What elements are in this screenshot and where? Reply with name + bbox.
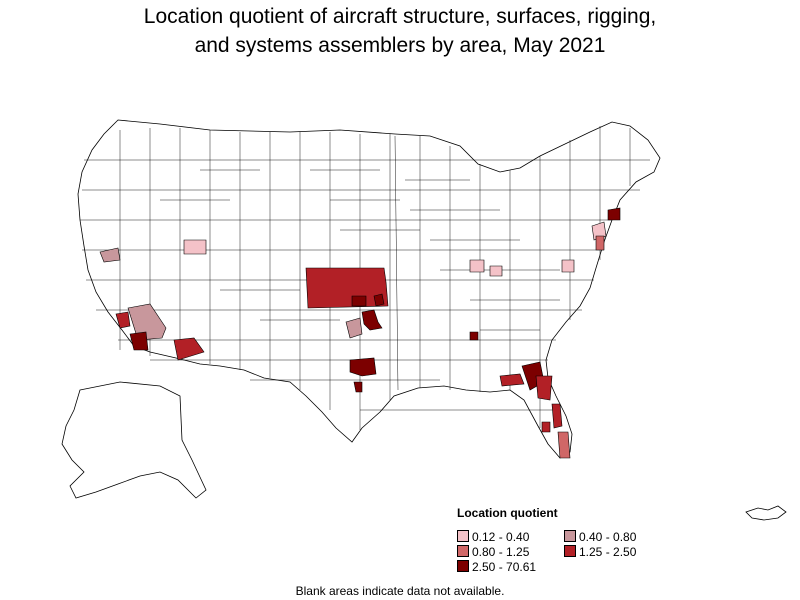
area-sacramento	[99, 247, 121, 263]
area-wichita-ks	[305, 267, 389, 309]
legend-swatch-1	[457, 530, 469, 542]
area-new-jersey	[595, 235, 605, 251]
legend-item-2: 0.40 - 0.80	[564, 530, 636, 544]
area-oklahoma-city	[361, 309, 383, 331]
legend-title: Location quotient	[457, 506, 558, 520]
area-indianapolis	[469, 259, 485, 273]
area-space-coast	[551, 403, 563, 429]
footnote: Blank areas indicate data not available.	[295, 584, 505, 598]
map-title: Location quotient of aircraft structure,…	[0, 2, 800, 60]
area-florida-gulf	[541, 421, 551, 433]
legend-label-5: 2.50 - 70.61	[472, 560, 537, 574]
hawaii-outline	[745, 505, 787, 521]
area-huntsville	[469, 331, 479, 341]
area-charleston-wv	[561, 259, 575, 273]
legend-item-4: 1.25 - 2.50	[564, 545, 636, 559]
legend-label-4: 1.25 - 2.50	[579, 545, 637, 559]
area-ogden	[183, 239, 207, 255]
legend-item-5: 2.50 - 70.61	[457, 560, 536, 574]
area-florida-panhandle	[499, 373, 525, 387]
area-south-florida	[557, 431, 571, 459]
area-waco	[353, 381, 363, 393]
legend-item-1: 0.12 - 0.40	[457, 530, 529, 544]
map-title-line-1: Location quotient of aircraft structure,…	[143, 5, 657, 28]
area-pennsylvania	[591, 221, 607, 241]
area-tucson	[173, 337, 205, 361]
shaded-areas	[99, 207, 621, 459]
map-title-line-2: and systems assemblers by area, May 2021	[194, 34, 606, 57]
us-map-svg	[61, 119, 787, 521]
area-dallas-fort-worth	[349, 357, 377, 377]
us-map	[0, 60, 800, 530]
map-legend: Location quotient 0.12 - 0.40 0.40 - 0.8…	[457, 506, 677, 576]
legend-label-3: 0.80 - 1.25	[472, 545, 530, 559]
area-boundaries	[80, 126, 650, 430]
legend-swatch-2	[564, 530, 576, 542]
legend-swatch-4	[564, 545, 576, 557]
legend-label-2: 0.40 - 0.80	[579, 530, 637, 544]
legend-item-3: 0.80 - 1.25	[457, 545, 529, 559]
area-cincinnati	[489, 265, 503, 277]
area-ventura	[115, 311, 131, 329]
area-los-angeles	[129, 331, 149, 351]
legend-swatch-5	[457, 560, 469, 572]
area-wichita-core	[351, 295, 367, 307]
legend-label-1: 0.12 - 0.40	[472, 530, 530, 544]
area-north-florida	[535, 375, 553, 401]
alaska-outline	[61, 381, 207, 499]
area-lawton	[345, 317, 363, 339]
area-tulsa	[373, 293, 385, 307]
legend-swatch-3	[457, 545, 469, 557]
area-hartford-ct	[607, 207, 621, 221]
